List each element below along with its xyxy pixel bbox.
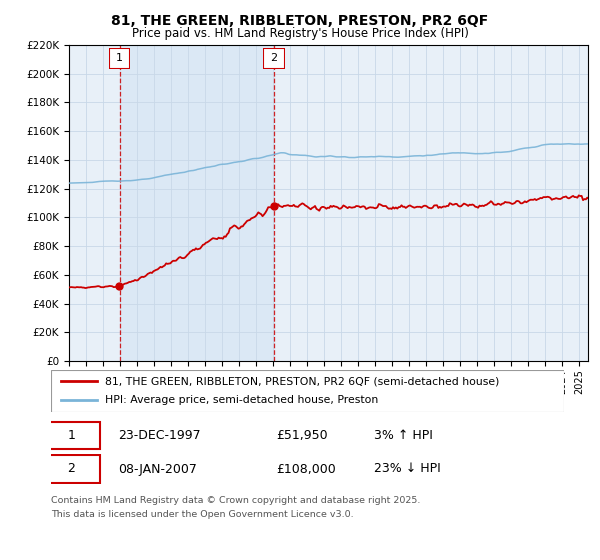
Text: 1: 1: [116, 53, 123, 63]
Text: 08-JAN-2007: 08-JAN-2007: [118, 463, 197, 475]
Text: This data is licensed under the Open Government Licence v3.0.: This data is licensed under the Open Gov…: [51, 510, 353, 519]
FancyBboxPatch shape: [109, 48, 130, 69]
Text: 81, THE GREEN, RIBBLETON, PRESTON, PR2 6QF (semi-detached house): 81, THE GREEN, RIBBLETON, PRESTON, PR2 6…: [105, 376, 499, 386]
FancyBboxPatch shape: [43, 422, 100, 449]
Text: Contains HM Land Registry data © Crown copyright and database right 2025.: Contains HM Land Registry data © Crown c…: [51, 496, 421, 505]
Text: HPI: Average price, semi-detached house, Preston: HPI: Average price, semi-detached house,…: [105, 395, 378, 405]
Bar: [119, 45, 274, 361]
Text: 2: 2: [270, 53, 277, 63]
Text: £51,950: £51,950: [277, 429, 328, 442]
FancyBboxPatch shape: [263, 48, 284, 69]
FancyBboxPatch shape: [43, 455, 100, 483]
Text: 23-DEC-1997: 23-DEC-1997: [118, 429, 200, 442]
FancyBboxPatch shape: [51, 370, 564, 412]
Text: 2: 2: [68, 463, 76, 475]
Text: 3% ↑ HPI: 3% ↑ HPI: [374, 429, 433, 442]
Text: Price paid vs. HM Land Registry's House Price Index (HPI): Price paid vs. HM Land Registry's House …: [131, 27, 469, 40]
Text: £108,000: £108,000: [277, 463, 337, 475]
Text: 1: 1: [68, 429, 76, 442]
Text: 23% ↓ HPI: 23% ↓ HPI: [374, 463, 441, 475]
Text: 81, THE GREEN, RIBBLETON, PRESTON, PR2 6QF: 81, THE GREEN, RIBBLETON, PRESTON, PR2 6…: [112, 14, 488, 28]
